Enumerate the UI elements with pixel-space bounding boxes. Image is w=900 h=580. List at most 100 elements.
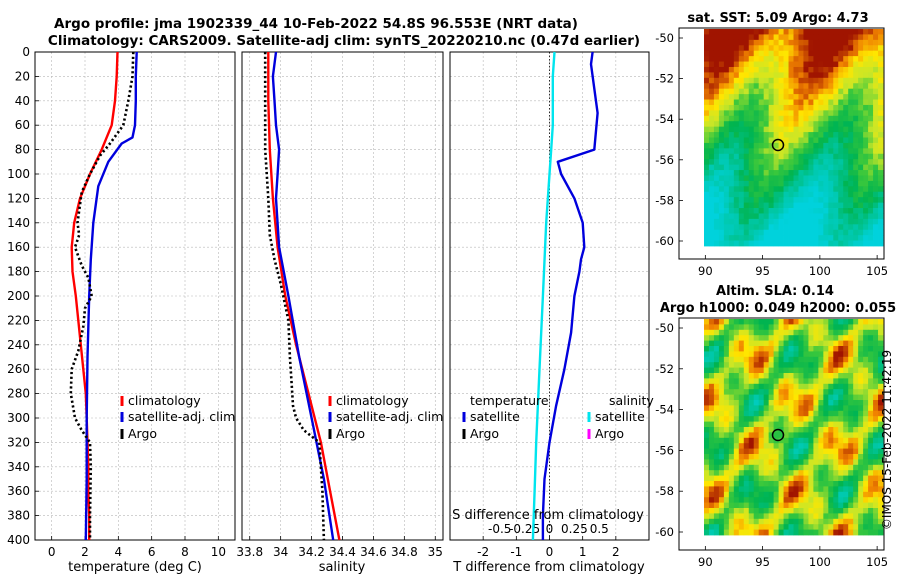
heatmap-cell bbox=[768, 50, 775, 57]
heatmap-cell bbox=[713, 351, 720, 358]
heatmap-cell bbox=[853, 235, 859, 241]
heatmap-cell bbox=[768, 400, 775, 406]
heatmap-cell bbox=[873, 486, 879, 493]
heatmap-cell bbox=[783, 464, 789, 471]
imos-stamp: ©IMOS 15-Feb-2022 11:42:19 bbox=[880, 350, 894, 530]
heatmap-cell bbox=[704, 421, 710, 428]
heatmap-cell bbox=[758, 383, 765, 390]
heatmap-cell bbox=[833, 335, 839, 341]
heatmap-cell bbox=[713, 486, 720, 493]
heatmap-cell bbox=[778, 142, 784, 149]
heatmap-cell bbox=[753, 475, 760, 482]
heatmap-cell bbox=[748, 110, 755, 117]
heatmap-cell bbox=[798, 394, 804, 401]
heatmap-cell bbox=[708, 491, 715, 498]
depth-tick-label: 360 bbox=[7, 484, 30, 498]
heatmap-cell bbox=[803, 470, 809, 476]
heatmap-cell bbox=[793, 378, 799, 385]
heatmap-cell bbox=[828, 45, 834, 52]
heatmap-cell bbox=[813, 66, 819, 73]
heatmap-cell bbox=[708, 389, 715, 395]
heatmap-cell bbox=[843, 61, 849, 68]
heatmap-cell bbox=[708, 126, 715, 133]
heatmap-cell bbox=[773, 410, 779, 417]
heatmap-cell bbox=[808, 443, 814, 449]
heatmap-cell bbox=[873, 508, 879, 514]
heatmap-cell bbox=[718, 50, 725, 57]
heatmap-cell bbox=[863, 378, 869, 385]
heatmap-cell bbox=[868, 104, 874, 111]
heatmap-cell bbox=[763, 383, 770, 390]
heatmap-cell bbox=[723, 410, 730, 417]
heatmap-cell bbox=[838, 421, 844, 428]
heatmap-cell bbox=[818, 486, 824, 493]
heatmap-cell bbox=[803, 389, 809, 395]
heatmap-cell bbox=[808, 142, 814, 149]
heatmap-cell bbox=[713, 132, 720, 138]
heatmap-cell bbox=[878, 346, 884, 352]
heatmap-cell bbox=[713, 324, 720, 331]
heatmap-cell bbox=[868, 427, 874, 433]
heatmap-cell bbox=[768, 486, 775, 493]
heatmap-cell bbox=[763, 491, 770, 498]
heatmap-cell bbox=[728, 29, 735, 35]
heatmap-cell bbox=[848, 197, 854, 203]
heatmap-cell bbox=[768, 29, 775, 35]
heatmap-cell bbox=[878, 148, 884, 155]
heatmap-cell bbox=[838, 159, 844, 166]
heatmap-cell bbox=[768, 464, 775, 471]
heatmap-cell bbox=[778, 470, 784, 476]
heatmap-cell bbox=[833, 394, 839, 401]
heatmap-cell bbox=[863, 351, 869, 358]
heatmap-cell bbox=[753, 319, 760, 325]
heatmap-cell bbox=[798, 61, 804, 68]
heatmap-cell bbox=[708, 180, 715, 187]
heatmap-cell bbox=[748, 491, 755, 498]
heatmap-cell bbox=[743, 427, 750, 433]
heatmap-cell bbox=[853, 83, 859, 90]
heatmap-cell bbox=[788, 142, 794, 149]
heatmap-cell bbox=[748, 159, 755, 166]
heatmap-cell bbox=[753, 529, 760, 536]
heatmap-cell bbox=[813, 240, 819, 247]
heatmap-cell bbox=[718, 362, 725, 368]
heatmap-cell bbox=[788, 427, 794, 433]
heatmap-cell bbox=[723, 319, 730, 325]
heatmap-cell bbox=[808, 389, 814, 395]
heatmap-cell bbox=[808, 229, 814, 236]
heatmap-cell bbox=[823, 142, 829, 149]
heatmap-cell bbox=[768, 329, 775, 336]
heatmap-cell bbox=[868, 410, 874, 417]
heatmap-cell bbox=[818, 83, 824, 90]
heatmap-cell bbox=[793, 72, 799, 79]
heatmap-cell bbox=[853, 132, 859, 138]
heatmap-cell bbox=[708, 224, 715, 231]
heatmap-cell bbox=[833, 329, 839, 336]
heatmap-cell bbox=[713, 39, 720, 46]
heatmap-cell bbox=[758, 459, 765, 466]
heatmap-cell bbox=[853, 459, 859, 466]
heatmap-cell bbox=[718, 502, 725, 509]
heatmap-cell bbox=[758, 502, 765, 509]
heatmap-cell bbox=[863, 529, 869, 536]
heatmap-cell bbox=[778, 170, 784, 176]
heatmap-cell bbox=[793, 448, 799, 455]
heatmap-cell bbox=[704, 410, 710, 417]
heatmap-cell bbox=[858, 202, 864, 209]
heatmap-cell bbox=[788, 115, 794, 122]
heatmap-cell bbox=[728, 137, 735, 144]
heatmap-cell bbox=[753, 481, 760, 487]
heatmap-cell bbox=[793, 137, 799, 144]
heatmap-cell bbox=[704, 324, 710, 331]
heatmap-cell bbox=[838, 39, 844, 46]
map-lon-label: 105 bbox=[866, 264, 888, 278]
heatmap-cell bbox=[783, 351, 789, 358]
heatmap-cell bbox=[708, 383, 715, 390]
heatmap-cell bbox=[808, 481, 814, 487]
heatmap-cell bbox=[838, 45, 844, 52]
heatmap-cell bbox=[708, 34, 715, 41]
heatmap-cell bbox=[818, 88, 824, 95]
heatmap-cell bbox=[748, 72, 755, 79]
heatmap-cell bbox=[733, 148, 740, 155]
heatmap-cell bbox=[793, 213, 799, 220]
